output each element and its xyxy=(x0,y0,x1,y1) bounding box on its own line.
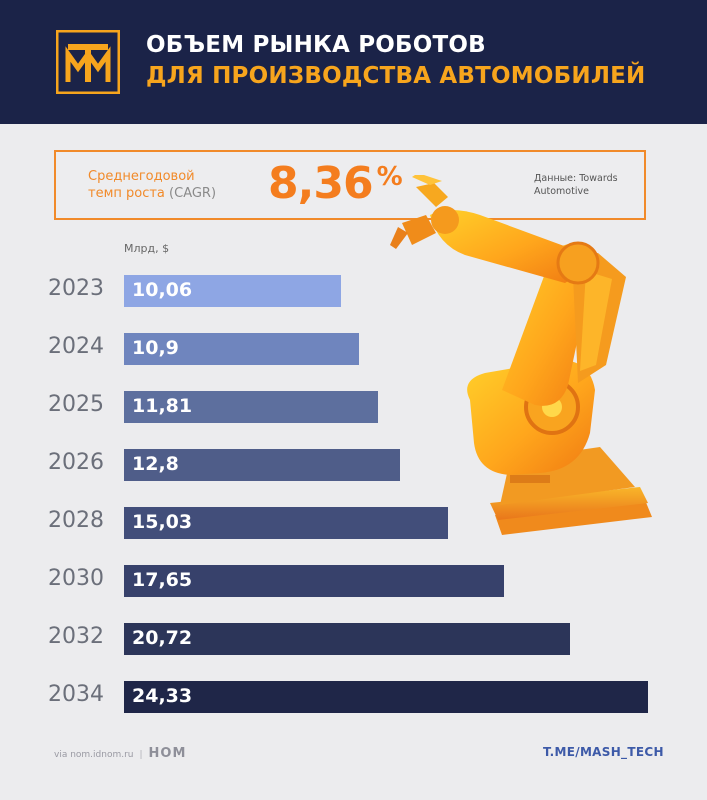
year-label-2032: 2032 xyxy=(48,624,104,649)
bar-value-label-2030: 17,65 xyxy=(132,569,193,591)
title-line-1: ОБЪЕМ РЫНКА РОБОТОВ xyxy=(146,32,486,58)
cagr-panel: Среднегодовой темп роста (CAGR) 8,36% Да… xyxy=(54,150,646,220)
cagr-number: 8,36 xyxy=(268,158,374,209)
industrial-robot-arm-icon xyxy=(390,175,652,535)
bar-value-label-2026: 12,8 xyxy=(132,453,179,475)
data-source: Данные: Towards Automotive xyxy=(534,172,618,198)
cagr-label-line1: Среднегодовой xyxy=(88,169,195,184)
bar-value-label-2025: 11,81 xyxy=(132,395,193,417)
cagr-value: 8,36% xyxy=(268,158,403,209)
credit-text: via nom.idnom.ru xyxy=(54,750,134,760)
source-line2: Automotive xyxy=(534,186,589,197)
cagr-label: Среднегодовой темп роста (CAGR) xyxy=(88,168,216,202)
bar-2025: 11,81 xyxy=(124,391,379,423)
footer-credit: via nom.idnom.ru | НОМ xyxy=(54,746,187,761)
year-label-2030: 2030 xyxy=(48,566,104,591)
bar-value-label-2023: 10,06 xyxy=(132,279,193,301)
year-label-2034: 2034 xyxy=(48,682,104,707)
header-banner: ОБЪЕМ РЫНКА РОБОТОВ ДЛЯ ПРОИЗВОДСТВА АВТ… xyxy=(0,0,707,124)
brand-name: НОМ xyxy=(148,746,187,761)
channel-link[interactable]: T.ME/MASH_TECH xyxy=(543,745,664,759)
cagr-label-line2a: темп роста xyxy=(88,186,165,201)
year-label-2023: 2023 xyxy=(48,276,104,301)
year-label-2028: 2028 xyxy=(48,508,104,533)
bar-value-label-2028: 15,03 xyxy=(132,511,193,533)
bar-value-label-2032: 20,72 xyxy=(132,627,193,649)
bar-value-label-2024: 10,9 xyxy=(132,337,179,359)
bar-2024: 10,9 xyxy=(124,333,359,365)
year-label-2024: 2024 xyxy=(48,334,104,359)
bar-2028: 15,03 xyxy=(124,507,448,539)
source-line1: Данные: Towards xyxy=(534,173,618,184)
bar-2032: 20,72 xyxy=(124,623,571,655)
bar-2030: 17,65 xyxy=(124,565,505,597)
cagr-percent: % xyxy=(376,162,403,192)
cagr-label-line2b: (CAGR) xyxy=(169,186,217,201)
bar-2023: 10,06 xyxy=(124,275,341,307)
year-label-2026: 2026 xyxy=(48,450,104,475)
title-line-2: ДЛЯ ПРОИЗВОДСТВА АВТОМОБИЛЕЙ xyxy=(146,63,646,89)
bar-2026: 12,8 xyxy=(124,449,400,481)
bar-value-label-2034: 24,33 xyxy=(132,685,193,707)
unit-label: Млрд, $ xyxy=(124,242,170,255)
year-label-2025: 2025 xyxy=(48,392,104,417)
bar-2034: 24,33 xyxy=(124,681,648,713)
tm-logo-icon xyxy=(56,30,120,94)
